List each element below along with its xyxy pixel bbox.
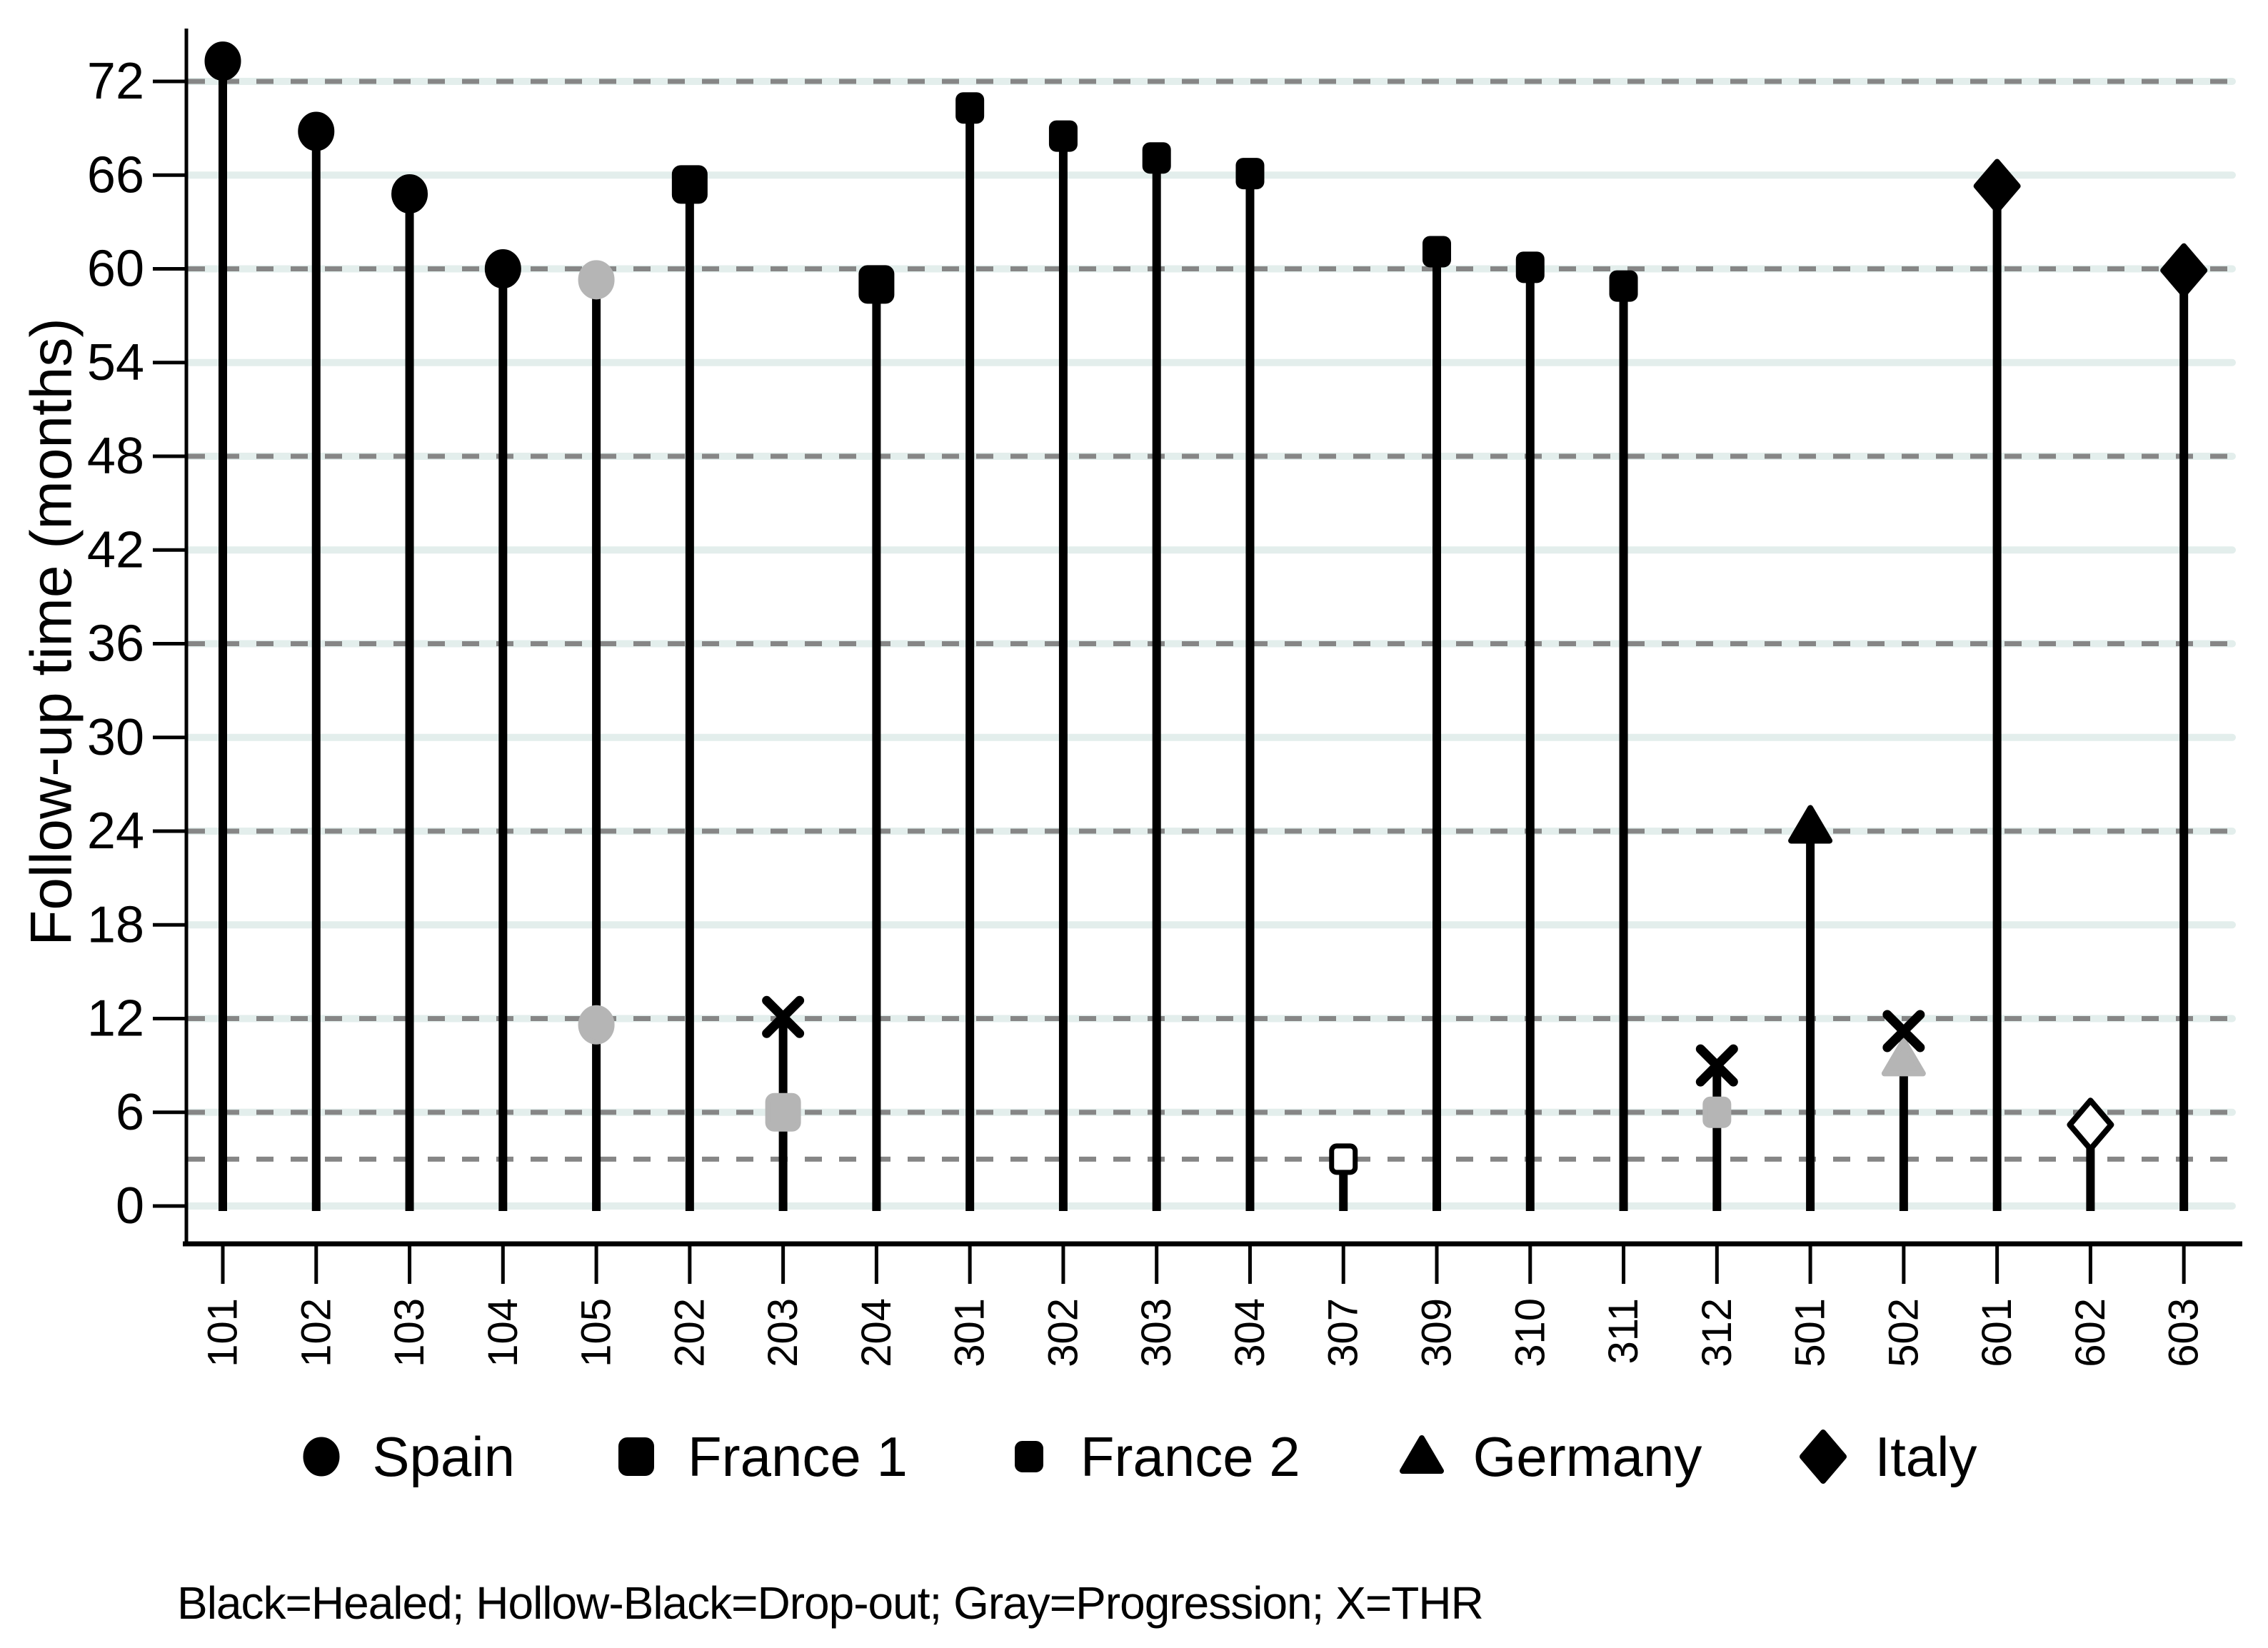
y-tick-label: 36 — [87, 616, 144, 673]
diamond-marker-icon — [1800, 1430, 1847, 1484]
y-tick-label: 30 — [87, 709, 144, 766]
y-tick-label: 66 — [87, 146, 144, 204]
triangle-icon — [1399, 1435, 1444, 1474]
circle-marker-icon — [391, 174, 428, 213]
x-tick-label: 105 — [573, 1298, 620, 1367]
diamond-marker-icon — [2067, 1097, 2114, 1152]
legend-label: France 2 — [1080, 1425, 1300, 1488]
square-small-marker-icon — [1515, 251, 1545, 283]
square-small-marker-icon — [1422, 236, 1452, 268]
legend-label: Spain — [372, 1425, 516, 1488]
legend-label: Germany — [1472, 1425, 1702, 1488]
square-small-marker-icon — [955, 92, 985, 124]
diamond-marker-icon — [2160, 243, 2208, 298]
y-tick-label: 72 — [87, 53, 144, 110]
x-tick-label: 602 — [2067, 1298, 2114, 1367]
x-tick-label: 307 — [1320, 1298, 1367, 1367]
square-large-icon — [618, 1437, 655, 1476]
square-small-marker-icon — [1235, 158, 1265, 190]
square-small-marker-icon — [1014, 1441, 1043, 1472]
x-tick-label: 103 — [386, 1298, 433, 1367]
legend-item-germany: Germany — [1392, 1425, 1702, 1489]
legend-label: France 1 — [688, 1425, 908, 1488]
x-tick-label: 102 — [293, 1298, 339, 1367]
y-tick-label: 42 — [87, 521, 144, 578]
y-axis-title: Follow-up time (months) — [19, 318, 84, 945]
y-tick-label: 0 — [116, 1177, 144, 1235]
diamond-marker-icon — [1973, 159, 2021, 213]
y-tick-label: 24 — [87, 803, 144, 860]
x-tick-label: 302 — [1040, 1298, 1086, 1367]
y-tick-label: 18 — [87, 896, 144, 953]
square-large-marker-icon — [671, 165, 708, 204]
square-large-marker-icon — [765, 1092, 801, 1132]
x-tick-label: 312 — [1694, 1298, 1740, 1367]
circle-marker-icon — [578, 260, 615, 300]
square-small-marker-icon — [1142, 142, 1171, 174]
x-tick-label: 301 — [947, 1298, 993, 1367]
x-tick-label: 101 — [200, 1298, 246, 1367]
axes: 0 6 12 18 24 30 36 42 48 54 60 66 72 101 102 103 104 105 2… — [87, 29, 2242, 1367]
legend-item-france-1: France 1 — [606, 1425, 908, 1489]
markers — [204, 41, 2208, 1175]
legend-label: Italy — [1875, 1425, 1977, 1488]
y-tick-label: 48 — [87, 428, 144, 485]
x-tick-label: 309 — [1414, 1298, 1460, 1367]
x-tick-label: 310 — [1507, 1298, 1553, 1367]
square-large-marker-icon — [618, 1437, 655, 1476]
x-tick-label: 204 — [853, 1298, 900, 1367]
legend-item-france-2: France 2 — [999, 1425, 1300, 1489]
triangle-marker-icon — [1399, 1435, 1444, 1474]
square-small-icon — [1014, 1441, 1043, 1472]
diamond-icon — [1800, 1430, 1847, 1484]
triangle-marker-icon — [1788, 805, 1833, 844]
x-tick-label: 104 — [480, 1298, 526, 1367]
y-tick-label: 6 — [116, 1084, 144, 1141]
legend-item-spain: Spain — [291, 1425, 516, 1489]
square-large-marker-icon — [858, 265, 895, 304]
x-tick-label: 303 — [1133, 1298, 1180, 1367]
x-thr-marker-icon — [1882, 1010, 1925, 1052]
square-small-marker-icon — [1048, 120, 1078, 152]
x-tick-label: 304 — [1227, 1298, 1273, 1367]
legend: Spain France 1 France 2 Germany Italy — [0, 1410, 2268, 1503]
y-tick-label: 60 — [87, 241, 144, 298]
x-tick-label: 203 — [760, 1298, 806, 1367]
x-tick-label: 501 — [1787, 1298, 1834, 1367]
status-footnote: Black=Healed; Hollow-Black=Drop-out; Gra… — [177, 1577, 1484, 1629]
x-thr-marker-icon — [1695, 1044, 1738, 1087]
x-tick-label: 311 — [1600, 1298, 1647, 1364]
x-tick-label: 601 — [1974, 1298, 2020, 1367]
gridlines — [184, 78, 2236, 1210]
circle-marker-icon — [298, 111, 335, 151]
x-tick-label: 202 — [666, 1298, 713, 1367]
legend-item-italy: Italy — [1793, 1425, 1977, 1489]
y-tick-label: 54 — [87, 334, 144, 391]
square-small-marker-icon — [1329, 1143, 1358, 1175]
circle-marker-icon — [578, 1005, 615, 1045]
square-small-marker-icon — [1609, 270, 1638, 302]
x-thr-marker-icon — [762, 995, 805, 1038]
circle-marker-icon — [204, 41, 241, 81]
x-tick-label: 603 — [2161, 1298, 2207, 1367]
x-tick-label: 502 — [1880, 1298, 1927, 1367]
circle-marker-icon — [303, 1437, 340, 1477]
square-small-marker-icon — [1702, 1096, 1732, 1128]
circle-marker-icon — [484, 249, 521, 288]
triangle-marker-icon — [1881, 1037, 1926, 1077]
circle-icon — [303, 1437, 340, 1477]
y-tick-label: 12 — [87, 990, 144, 1047]
